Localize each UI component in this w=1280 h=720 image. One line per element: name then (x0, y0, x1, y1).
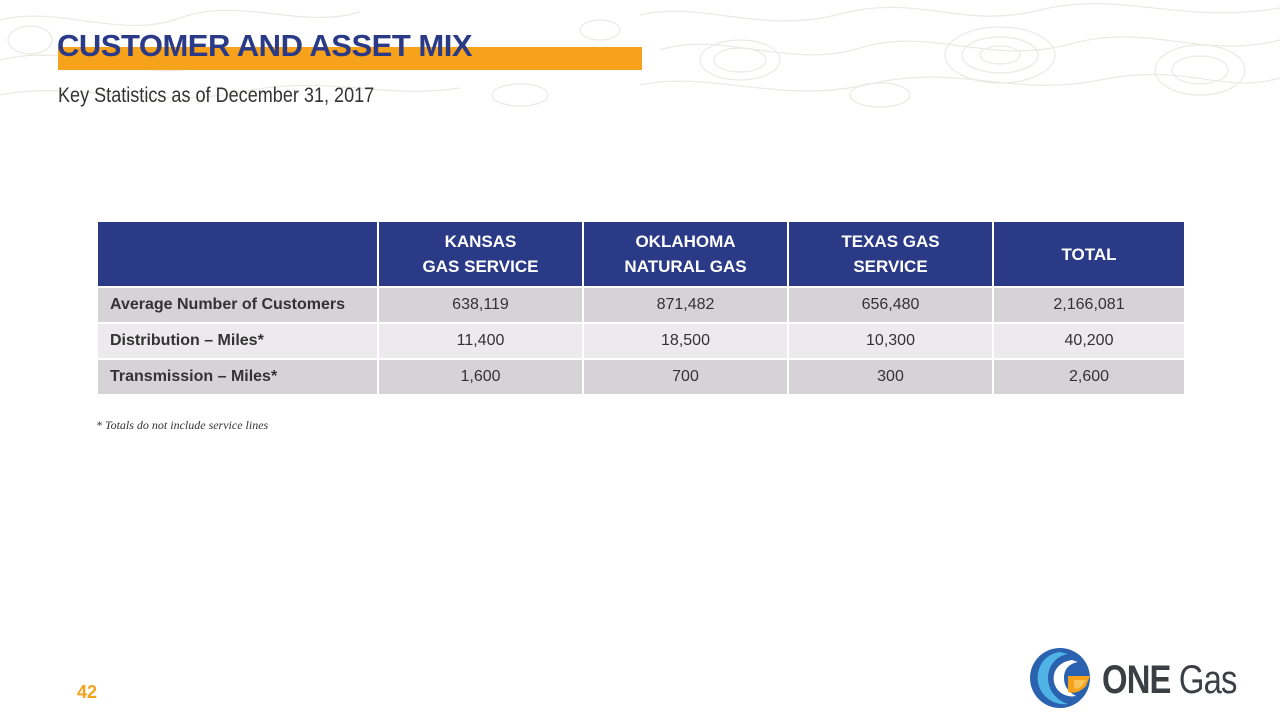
cell-texas: 10,300 (787, 322, 994, 360)
logo-wordmark: ONE Gas (1102, 656, 1237, 704)
column-header-line1: KANSAS (444, 232, 517, 251)
table-row-transmission-miles: Transmission – Miles* 1,600 700 300 2,60… (96, 358, 1186, 396)
column-header-kansas-gas-service: KANSAS GAS SERVICE (377, 220, 584, 288)
cell-total: 2,600 (992, 358, 1186, 396)
cell-oklahoma: 700 (582, 358, 789, 396)
cell-oklahoma: 18,500 (582, 322, 789, 360)
column-header-line1: OKLAHOMA (635, 232, 736, 251)
topographic-pattern-background (0, 3, 1280, 108)
cell-kansas: 1,600 (377, 358, 584, 396)
one-gas-logo: ONE Gas (1028, 646, 1250, 710)
page-number: 42 (77, 682, 98, 702)
column-header-line1: TOTAL (1061, 244, 1117, 264)
cell-oklahoma: 871,482 (582, 286, 789, 324)
logo-text-one: ONE (1102, 658, 1171, 702)
column-header-empty (96, 220, 379, 288)
footnote: * Totals do not include service lines (96, 418, 269, 432)
cell-texas: 656,480 (787, 286, 994, 324)
logo-text-gas: Gas (1178, 658, 1238, 702)
page-subtitle: Key Statistics as of December 31, 2017 (58, 84, 375, 107)
cell-total: 40,200 (992, 322, 1186, 360)
one-gas-flame-logo-icon (1030, 648, 1090, 708)
row-label: Transmission – Miles* (96, 358, 379, 396)
table-header-row: KANSAS GAS SERVICE OKLAHOMA NATURAL GAS … (96, 220, 1186, 288)
column-header-line2: NATURAL GAS (624, 257, 747, 276)
column-header-total: TOTAL (992, 220, 1186, 288)
table-row-average-customers: Average Number of Customers 638,119 871,… (96, 286, 1186, 324)
column-header-texas-gas-service: TEXAS GAS SERVICE (787, 220, 994, 288)
column-header-line1: TEXAS GAS (841, 232, 940, 251)
cell-total: 2,166,081 (992, 286, 1186, 324)
table-row-distribution-miles: Distribution – Miles* 11,400 18,500 10,3… (96, 322, 1186, 360)
key-statistics-table: KANSAS GAS SERVICE OKLAHOMA NATURAL GAS … (96, 220, 1186, 396)
column-header-oklahoma-natural-gas: OKLAHOMA NATURAL GAS (582, 220, 789, 288)
row-label: Distribution – Miles* (96, 322, 379, 360)
row-label: Average Number of Customers (96, 286, 379, 324)
cell-kansas: 638,119 (377, 286, 584, 324)
page-title: CUSTOMER AND ASSET MIX (57, 28, 473, 63)
cell-texas: 300 (787, 358, 994, 396)
title-underline-bar (58, 47, 642, 70)
cell-kansas: 11,400 (377, 322, 584, 360)
column-header-line2: SERVICE (853, 257, 928, 276)
column-header-line2: GAS SERVICE (422, 257, 539, 276)
